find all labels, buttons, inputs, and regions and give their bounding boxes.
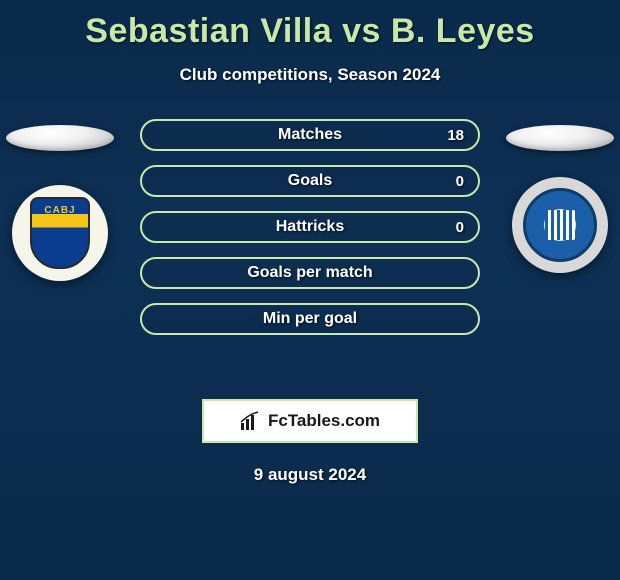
subtitle: Club competitions, Season 2024 xyxy=(0,65,620,85)
crest-text-left: CABJ xyxy=(44,205,75,216)
branding-text: FcTables.com xyxy=(268,411,380,431)
left-player-column: CABJ xyxy=(0,125,120,281)
player-oval-right xyxy=(506,125,614,151)
stat-row-goals: Goals 0 xyxy=(140,165,480,197)
stat-row-matches: Matches 18 xyxy=(140,119,480,151)
page-title: Sebastian Villa vs B. Leyes xyxy=(0,0,620,51)
godoy-shield-icon xyxy=(523,188,597,262)
player-oval-left xyxy=(6,125,114,151)
cabj-shield-icon: CABJ xyxy=(30,197,90,269)
chart-icon xyxy=(240,411,262,431)
stat-label: Hattricks xyxy=(276,218,344,236)
stat-row-hattricks: Hattricks 0 xyxy=(140,211,480,243)
godoy-stripes-icon xyxy=(545,210,575,240)
team-crest-right xyxy=(512,177,608,273)
stat-value-right: 0 xyxy=(456,219,464,236)
stat-row-min-per-goal: Min per goal xyxy=(140,303,480,335)
stat-value-right: 18 xyxy=(447,127,464,144)
team-crest-left: CABJ xyxy=(12,185,108,281)
comparison-layout: CABJ Matches 18 Goals 0 Hattricks 0 Goal… xyxy=(0,125,620,375)
right-player-column xyxy=(500,125,620,273)
stat-label: Goals xyxy=(288,172,332,190)
stat-value-right: 0 xyxy=(456,173,464,190)
stat-label: Matches xyxy=(278,126,342,144)
date-text: 9 august 2024 xyxy=(0,465,620,485)
stat-row-goals-per-match: Goals per match xyxy=(140,257,480,289)
stat-label: Min per goal xyxy=(263,310,357,328)
stat-label: Goals per match xyxy=(247,264,372,282)
branding-box[interactable]: FcTables.com xyxy=(202,399,418,443)
stat-rows: Matches 18 Goals 0 Hattricks 0 Goals per… xyxy=(140,119,480,335)
